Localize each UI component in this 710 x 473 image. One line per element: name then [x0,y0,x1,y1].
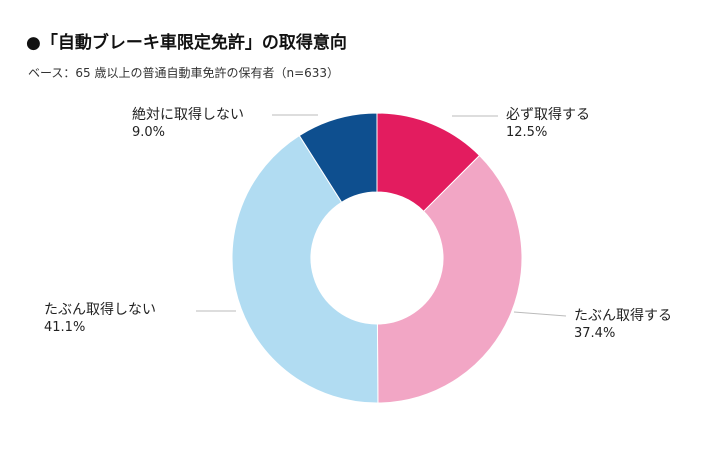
slice-label-tabun-shinai: たぶん取得しない 41.1% [44,302,156,336]
chart-title: ●「自動ブレーキ車限定免許」の取得意向 [26,33,347,53]
slice-label-zettai: 絶対に取得しない 9.0% [132,107,244,141]
category-label: 必ず取得する [506,107,590,123]
leader-line-tabun-shutoku [513,311,567,317]
slice-label-kanarazu: 必ず取得する 12.5% [506,107,590,141]
chart-subtitle: ベース：65 歳以上の普通自動車免許の保有者（n=633） [28,66,340,80]
value-label: 41.1% [44,319,86,335]
value-label: 12.5% [506,124,548,140]
value-label: 9.0% [132,124,166,140]
value-label: 37.4% [574,325,616,341]
slice-label-tabun-shutoku: たぶん取得する 37.4% [574,308,672,342]
category-label: 絶対に取得しない [132,107,244,123]
category-label: たぶん取得する [574,308,672,324]
slice-tabun-shinai [231,134,379,404]
category-label: たぶん取得しない [44,302,156,318]
leader-lines [196,114,567,317]
slice-tabun-shutoku [376,154,523,404]
slice-zettai [298,112,378,203]
